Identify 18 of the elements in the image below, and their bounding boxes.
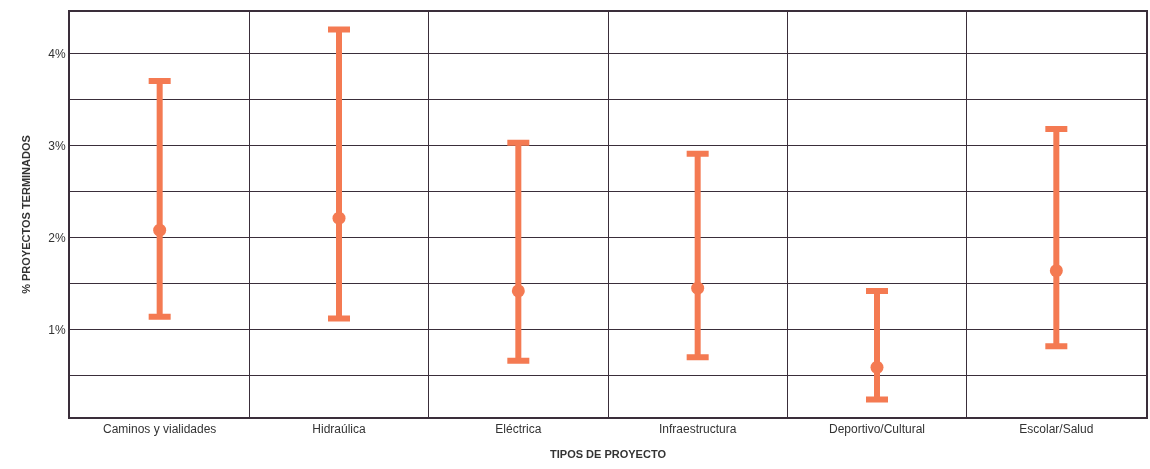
y-tick-label: 1% [48, 322, 66, 337]
x-tick-label: Infraestructura [658, 422, 737, 437]
x-axis-title: TIPOS DE PROYECTO [550, 448, 667, 461]
point [332, 211, 346, 225]
point [511, 284, 525, 298]
point [1049, 264, 1063, 278]
y-axis-title: % PROYECTOS TERMINADOS [20, 135, 33, 294]
y-tick-label: 4% [48, 46, 66, 61]
point [870, 360, 884, 374]
point [153, 223, 167, 237]
x-tick-label: Escolar/Salud [1019, 422, 1094, 437]
x-tick-label: Deportivo/Cultural [828, 422, 926, 437]
point [691, 281, 705, 295]
x-tick-label: Caminos y vialidades [102, 422, 217, 437]
y-tick-label: 3% [48, 138, 66, 153]
x-tick-label: Hidraúlica [312, 422, 366, 437]
x-tick-label: Eléctrica [495, 422, 542, 437]
y-tick-label: 2% [48, 230, 66, 245]
